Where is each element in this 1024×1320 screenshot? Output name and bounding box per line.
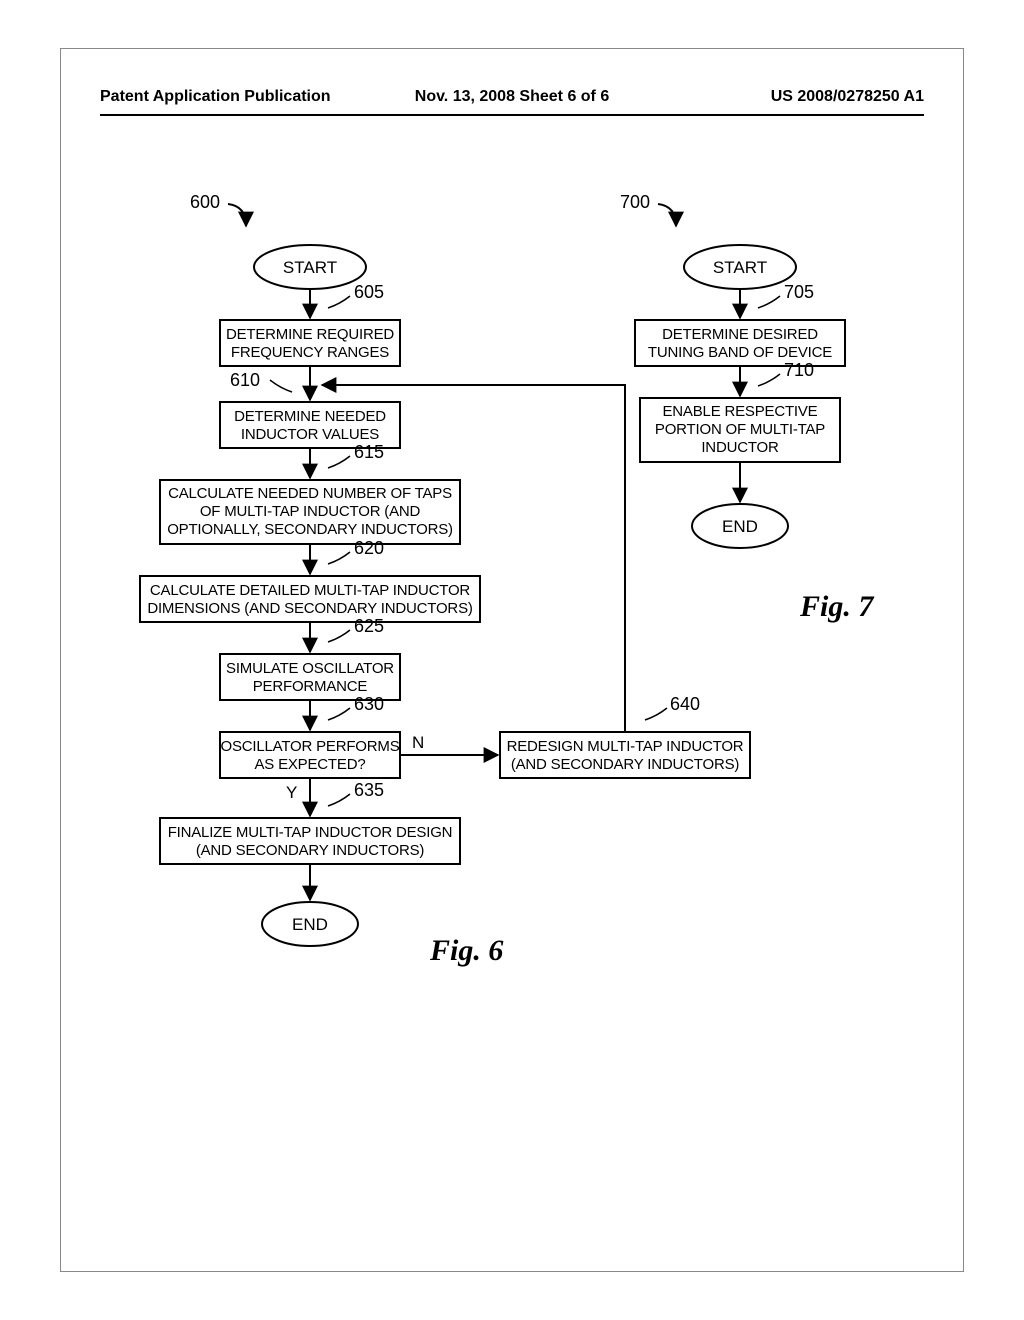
- box-640-l2: (AND SECONDARY INDUCTORS): [511, 756, 740, 773]
- start-text: START: [283, 258, 337, 277]
- ref-605: 605: [354, 282, 384, 302]
- ref-610-leader: [270, 380, 292, 392]
- box-615-l2: OF MULTI-TAP INDUCTOR (AND: [200, 503, 421, 520]
- end-text: END: [292, 915, 328, 934]
- box-635-l1: FINALIZE MULTI-TAP INDUCTOR DESIGN: [168, 824, 453, 841]
- box-610-l1: DETERMINE NEEDED: [234, 408, 386, 425]
- box-605-l2: FREQUENCY RANGES: [231, 344, 389, 361]
- fig6-label: Fig. 6: [429, 934, 503, 967]
- ref-605-leader: [328, 296, 350, 308]
- ref-620: 620: [354, 538, 384, 558]
- box-630-l2: AS EXPECTED?: [255, 756, 366, 773]
- fig7-label: Fig. 7: [799, 590, 874, 623]
- start-text-7: START: [713, 258, 767, 277]
- ref-600: 600: [190, 192, 220, 212]
- ref-700: 700: [620, 192, 650, 212]
- no-label: N: [412, 733, 424, 752]
- ref-600-hook: [228, 204, 246, 226]
- ref-710: 710: [784, 360, 814, 380]
- box-625-l2: PERFORMANCE: [253, 678, 368, 695]
- ref-630-leader: [328, 708, 350, 720]
- ref-640: 640: [670, 694, 700, 714]
- box-615-l3: OPTIONALLY, SECONDARY INDUCTORS): [167, 521, 453, 538]
- fig6: 600 START 605 DETERMINE REQUIRED FREQUEN…: [140, 192, 750, 967]
- box-610-l2: INDUCTOR VALUES: [241, 426, 379, 443]
- ref-625: 625: [354, 616, 384, 636]
- ref-630: 630: [354, 694, 384, 714]
- diagram-area: 600 START 605 DETERMINE REQUIRED FREQUEN…: [100, 190, 924, 1260]
- ref-620-leader: [328, 552, 350, 564]
- ref-705: 705: [784, 282, 814, 302]
- ref-635: 635: [354, 780, 384, 800]
- end-text-7: END: [722, 517, 758, 536]
- box-705-l1: DETERMINE DESIRED: [662, 326, 818, 343]
- header-rule: [100, 114, 924, 116]
- ref-635-leader: [328, 794, 350, 806]
- box-630-l1: OSCILLATOR PERFORMS: [220, 738, 399, 755]
- ref-705-leader: [758, 296, 780, 308]
- box-710-l3: INDUCTOR: [701, 439, 779, 456]
- box-710-l1: ENABLE RESPECTIVE: [663, 403, 818, 420]
- ref-610: 610: [230, 370, 260, 390]
- ref-700-hook: [658, 204, 676, 226]
- box-625-l1: SIMULATE OSCILLATOR: [226, 660, 394, 677]
- header-center: Nov. 13, 2008 Sheet 6 of 6: [100, 88, 924, 106]
- box-605-l1: DETERMINE REQUIRED: [226, 326, 394, 343]
- box-620-l2: DIMENSIONS (AND SECONDARY INDUCTORS): [147, 600, 473, 617]
- box-640-l1: REDESIGN MULTI-TAP INDUCTOR: [507, 738, 744, 755]
- ref-615-leader: [328, 456, 350, 468]
- box-710-l2: PORTION OF MULTI-TAP: [655, 421, 825, 438]
- box-635-l2: (AND SECONDARY INDUCTORS): [196, 842, 425, 859]
- ref-625-leader: [328, 630, 350, 642]
- ref-710-leader: [758, 374, 780, 386]
- flowchart-svg: 600 START 605 DETERMINE REQUIRED FREQUEN…: [100, 190, 924, 1250]
- box-615-l1: CALCULATE NEEDED NUMBER OF TAPS: [168, 485, 452, 502]
- box-705-l2: TUNING BAND OF DEVICE: [648, 344, 832, 361]
- yes-label: Y: [286, 783, 297, 802]
- box-620-l1: CALCULATE DETAILED MULTI-TAP INDUCTOR: [150, 582, 471, 599]
- ref-615: 615: [354, 442, 384, 462]
- fig7: 700 START 705 DETERMINE DESIRED TUNING B…: [620, 192, 874, 623]
- page-header: Patent Application Publication Nov. 13, …: [100, 88, 924, 106]
- ref-640-leader: [645, 708, 667, 720]
